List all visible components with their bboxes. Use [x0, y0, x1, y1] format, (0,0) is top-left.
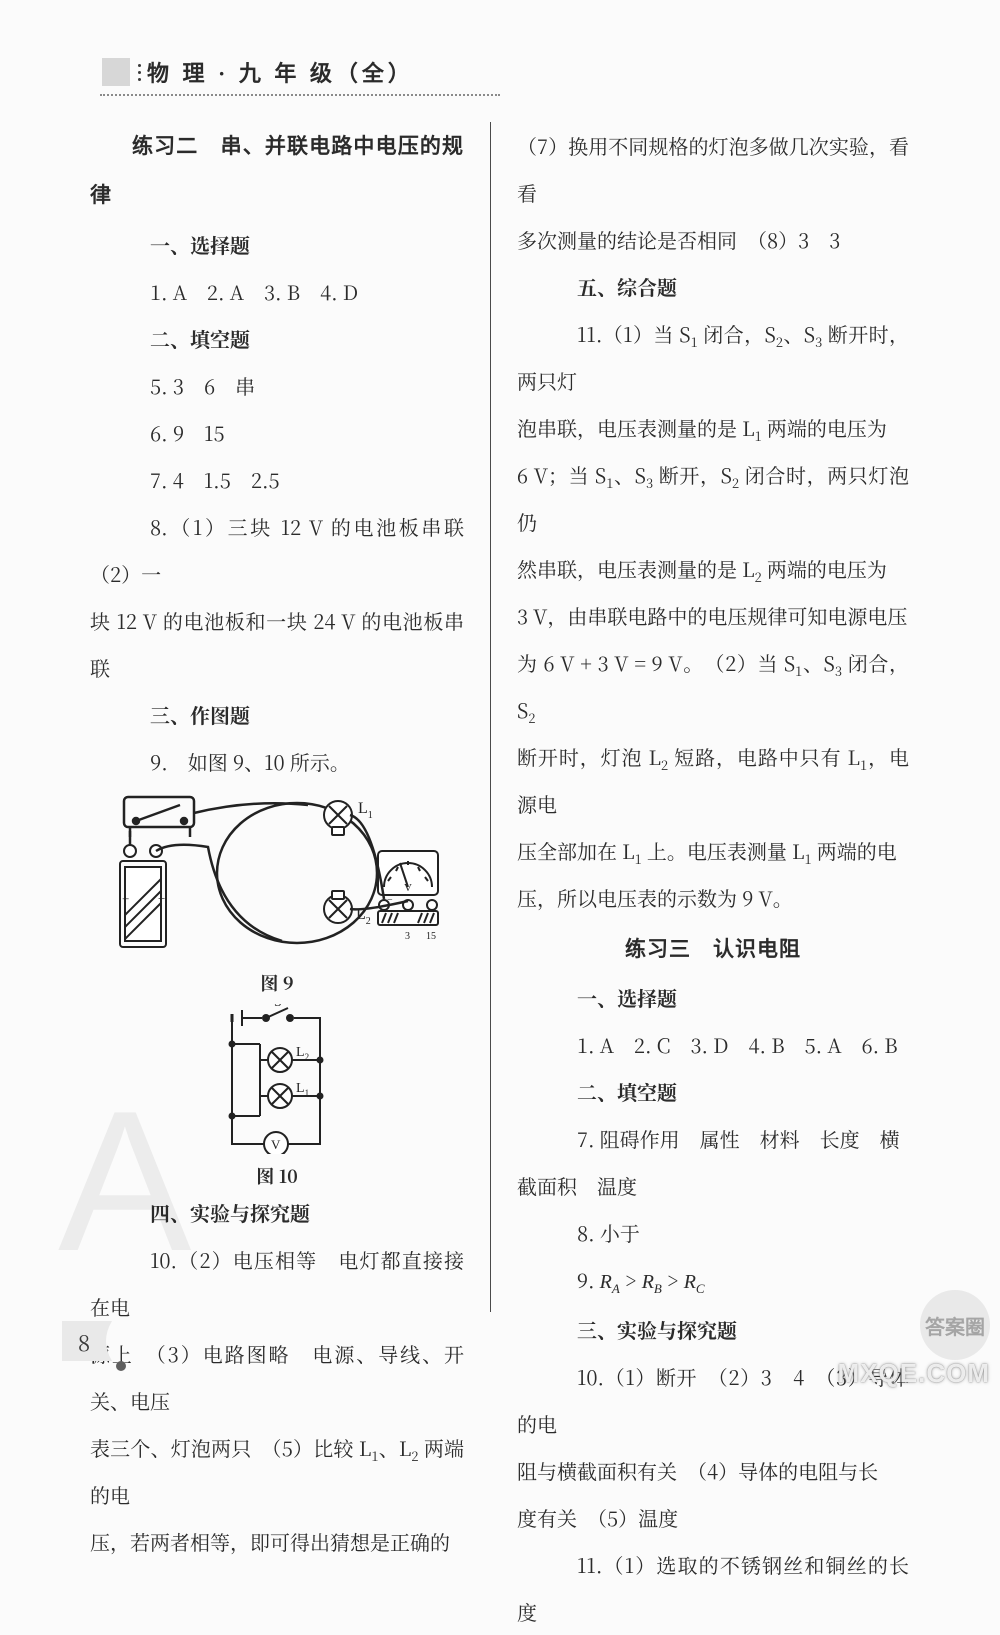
svg-text:L2: L2 [296, 1045, 309, 1062]
exercise2-title: 练习二 串、并联电路中电压的规律 [90, 122, 464, 221]
svg-text:+: + [122, 891, 129, 906]
page-header: 物 理 · 九 年 级（全） [102, 56, 936, 88]
q8-answer-line1: 8.（1）三块 12 V 的电池板串联 （2）一 [90, 503, 464, 597]
right-column: （7）换用不同规格的灯泡多做几次实验，看看 多次测量的结论是否相同 （8）3 3… [499, 122, 909, 1312]
q10-line5: （7）换用不同规格的灯泡多做几次实验，看看 [517, 122, 909, 216]
ex3-q10-line2: 阻与横截面积有关 （4）导体的电阻与长 [517, 1447, 909, 1494]
q11-line9: 压，所以电压表的示数为 9 V。 [517, 874, 909, 921]
ex3-q10-line1: 10.（1）断开 （2）3 4 （3）导体的电 [517, 1353, 909, 1447]
svg-text:−: − [158, 891, 165, 906]
header-square-decor [102, 58, 130, 86]
ex3-q11: 11.（1）选取的不锈钢丝和铜丝的长度 [517, 1541, 909, 1635]
figure-10-caption: 图 10 [212, 1163, 342, 1189]
ex3-section-1-answers: 1. A 2. C 3. D 4. B 5. A 6. B [517, 1021, 909, 1068]
q10-line3: 表三个、灯泡两只 （5）比较 L1、L2 两端的电 [90, 1424, 464, 1518]
column-divider [490, 122, 491, 1312]
q11-line2: 泡串联，电压表测量的是 L1 两端的电压为 [517, 404, 909, 451]
page-number-dot [116, 1361, 126, 1371]
page-number-tab: 8 [60, 1319, 124, 1363]
page-number: 8 [78, 1327, 90, 1358]
q11-line1: 11.（1）当 S1 闭合，S2、S3 断开时，两只灯 [517, 310, 909, 404]
q10-line6: 多次测量的结论是否相同 （8）3 3 [517, 216, 909, 263]
ex3-q10-line3: 度有关 （5）温度 [517, 1494, 909, 1541]
q9-text: 9. 如图 9、10 所示。 [90, 738, 464, 785]
content-columns: 练习二 串、并联电路中电压的规律 一、选择题 1. A 2. A 3. B 4.… [72, 122, 936, 1312]
figure-9-caption: 图 9 [112, 970, 442, 996]
fig10-L1-label: L [296, 1081, 305, 1096]
figure-10-svg: S L2 [212, 1004, 342, 1154]
q6-answer: 6. 9 15 [90, 409, 464, 456]
svg-text:L1: L1 [296, 1081, 309, 1098]
figure-9-svg: + − [112, 791, 442, 961]
ex3-q8: 8. 小于 [517, 1209, 909, 1256]
section-1-title: 一、选择题 [90, 221, 464, 268]
q11-line6: 为 6 V + 3 V = 9 V。 （2）当 S1、S3 闭合，S2 [517, 639, 909, 733]
left-column: 练习二 串、并联电路中电压的规律 一、选择题 1. A 2. A 3. B 4.… [72, 122, 482, 1312]
ex3-section-3-title: 三、实验与探究题 [517, 1306, 909, 1353]
q10-line1: 10.（2）电压相等 电灯都直接接在电 [90, 1236, 464, 1330]
fig10-L2-sub: 2 [305, 1052, 310, 1062]
q10-line4: 压，若两者相等，即可得出猜想是正确的 [90, 1518, 464, 1565]
page: 物 理 · 九 年 级（全） 练习二 串、并联电路中电压的规律 一、选择题 1.… [0, 0, 1000, 1395]
figure-10: S L2 [212, 1004, 342, 1189]
fig9-scale-3: 3 [405, 931, 410, 942]
fig10-V-label: V [271, 1137, 281, 1152]
q5-answer: 5. 3 6 串 [90, 362, 464, 409]
ex3-section-1-title: 一、选择题 [517, 974, 909, 1021]
header-dotted-underline [100, 94, 500, 96]
fig9-L2-sub: 2 [366, 916, 371, 927]
ex3-q7-line2: 截面积 温度 [517, 1162, 909, 1209]
figure-9: + − [112, 791, 442, 996]
q7-answer: 7. 4 1.5 2.5 [90, 456, 464, 503]
fig10-L2-label: L [296, 1045, 305, 1060]
section-5-title: 五、综合题 [517, 263, 909, 310]
exercise3-title: 练习三 认识电阻 [517, 925, 909, 974]
svg-text:L1: L1 [358, 800, 373, 821]
section-4-title: 四、实验与探究题 [90, 1189, 464, 1236]
q11-line5: 3 V，由串联电路中的电压规律可知电源电压 [517, 592, 909, 639]
q10-line2: 源上 （3）电路图略 电源、导线、开关、电压 [90, 1330, 464, 1424]
section-3-title: 三、作图题 [90, 691, 464, 738]
fig9-L1-sub: 1 [368, 810, 373, 821]
header-dots-decor [138, 62, 141, 83]
fig9-scale-15: 15 [426, 931, 436, 942]
fig9-V-label: V [404, 882, 412, 894]
q11-line7: 断开时，灯泡 L2 短路，电路中只有 L1，电源电 [517, 733, 909, 827]
q8-answer-line2: 块 12 V 的电池板和一块 24 V 的电池板串联 [90, 597, 464, 691]
fig9-L1-label: L [358, 800, 368, 817]
ex3-section-2-title: 二、填空题 [517, 1068, 909, 1115]
ex3-q9: 9. RA > RB > RC [517, 1256, 909, 1306]
q11-line3: 6 V；当 S1、S3 断开，S2 闭合时，两只灯泡仍 [517, 451, 909, 545]
q11-line8: 压全部加在 L1 上。电压表测量 L1 两端的电 [517, 827, 909, 874]
fig10-S-label: S [274, 1004, 282, 1010]
ex3-q7-line1: 7. 阻碍作用 属性 材料 长度 横 [517, 1115, 909, 1162]
fig10-L1-sub: 1 [305, 1088, 310, 1098]
section-2-title: 二、填空题 [90, 315, 464, 362]
section-1-answers: 1. A 2. A 3. B 4. D [90, 268, 464, 315]
q11-line4: 然串联，电压表测量的是 L2 两端的电压为 [517, 545, 909, 592]
header-title: 物 理 · 九 年 级（全） [147, 56, 414, 88]
